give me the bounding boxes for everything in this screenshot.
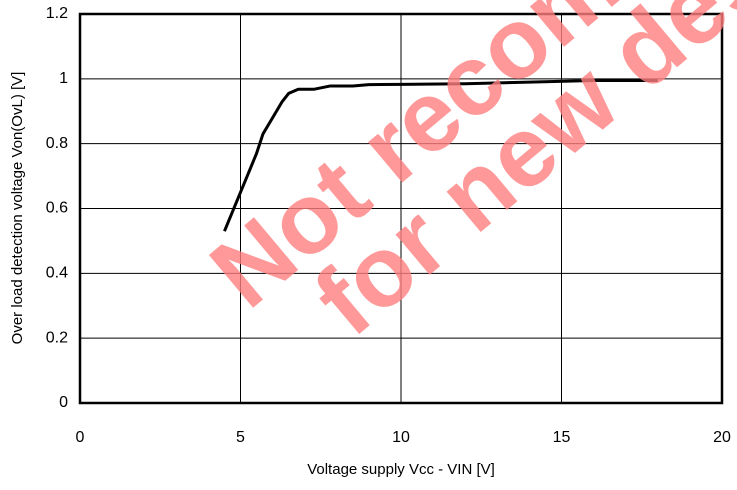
y-tick-label: 0 (59, 394, 68, 411)
line (223, 78, 658, 232)
x-tick-label: 0 (76, 429, 85, 446)
y-tick-label: 0.2 (46, 329, 68, 346)
y-tick-label: 0.8 (46, 135, 68, 152)
x-tick-label: 5 (236, 429, 245, 446)
y-tick-label: 0.6 (46, 200, 68, 217)
y-axis-label: Over load detection voltage Von(OvL) [V] (9, 72, 26, 345)
plot-frame (78, 12, 724, 405)
x-tick-label: 20 (713, 429, 731, 446)
y-tick-label: 1 (59, 70, 68, 87)
x-tick-label: 15 (553, 429, 571, 446)
x-axis-label: Voltage supply Vcc - VIN [V] (307, 461, 495, 478)
y-tick-label: 0.4 (46, 265, 68, 282)
y-tick-label: 1.2 (46, 5, 68, 22)
watermark: Not recommended for new designs (190, 0, 737, 357)
plot-area: 0 0.2 0.4 0.6 0.8 1 1.2 0 5 10 15 20 (46, 5, 731, 446)
x-tick-label: 10 (392, 429, 410, 446)
